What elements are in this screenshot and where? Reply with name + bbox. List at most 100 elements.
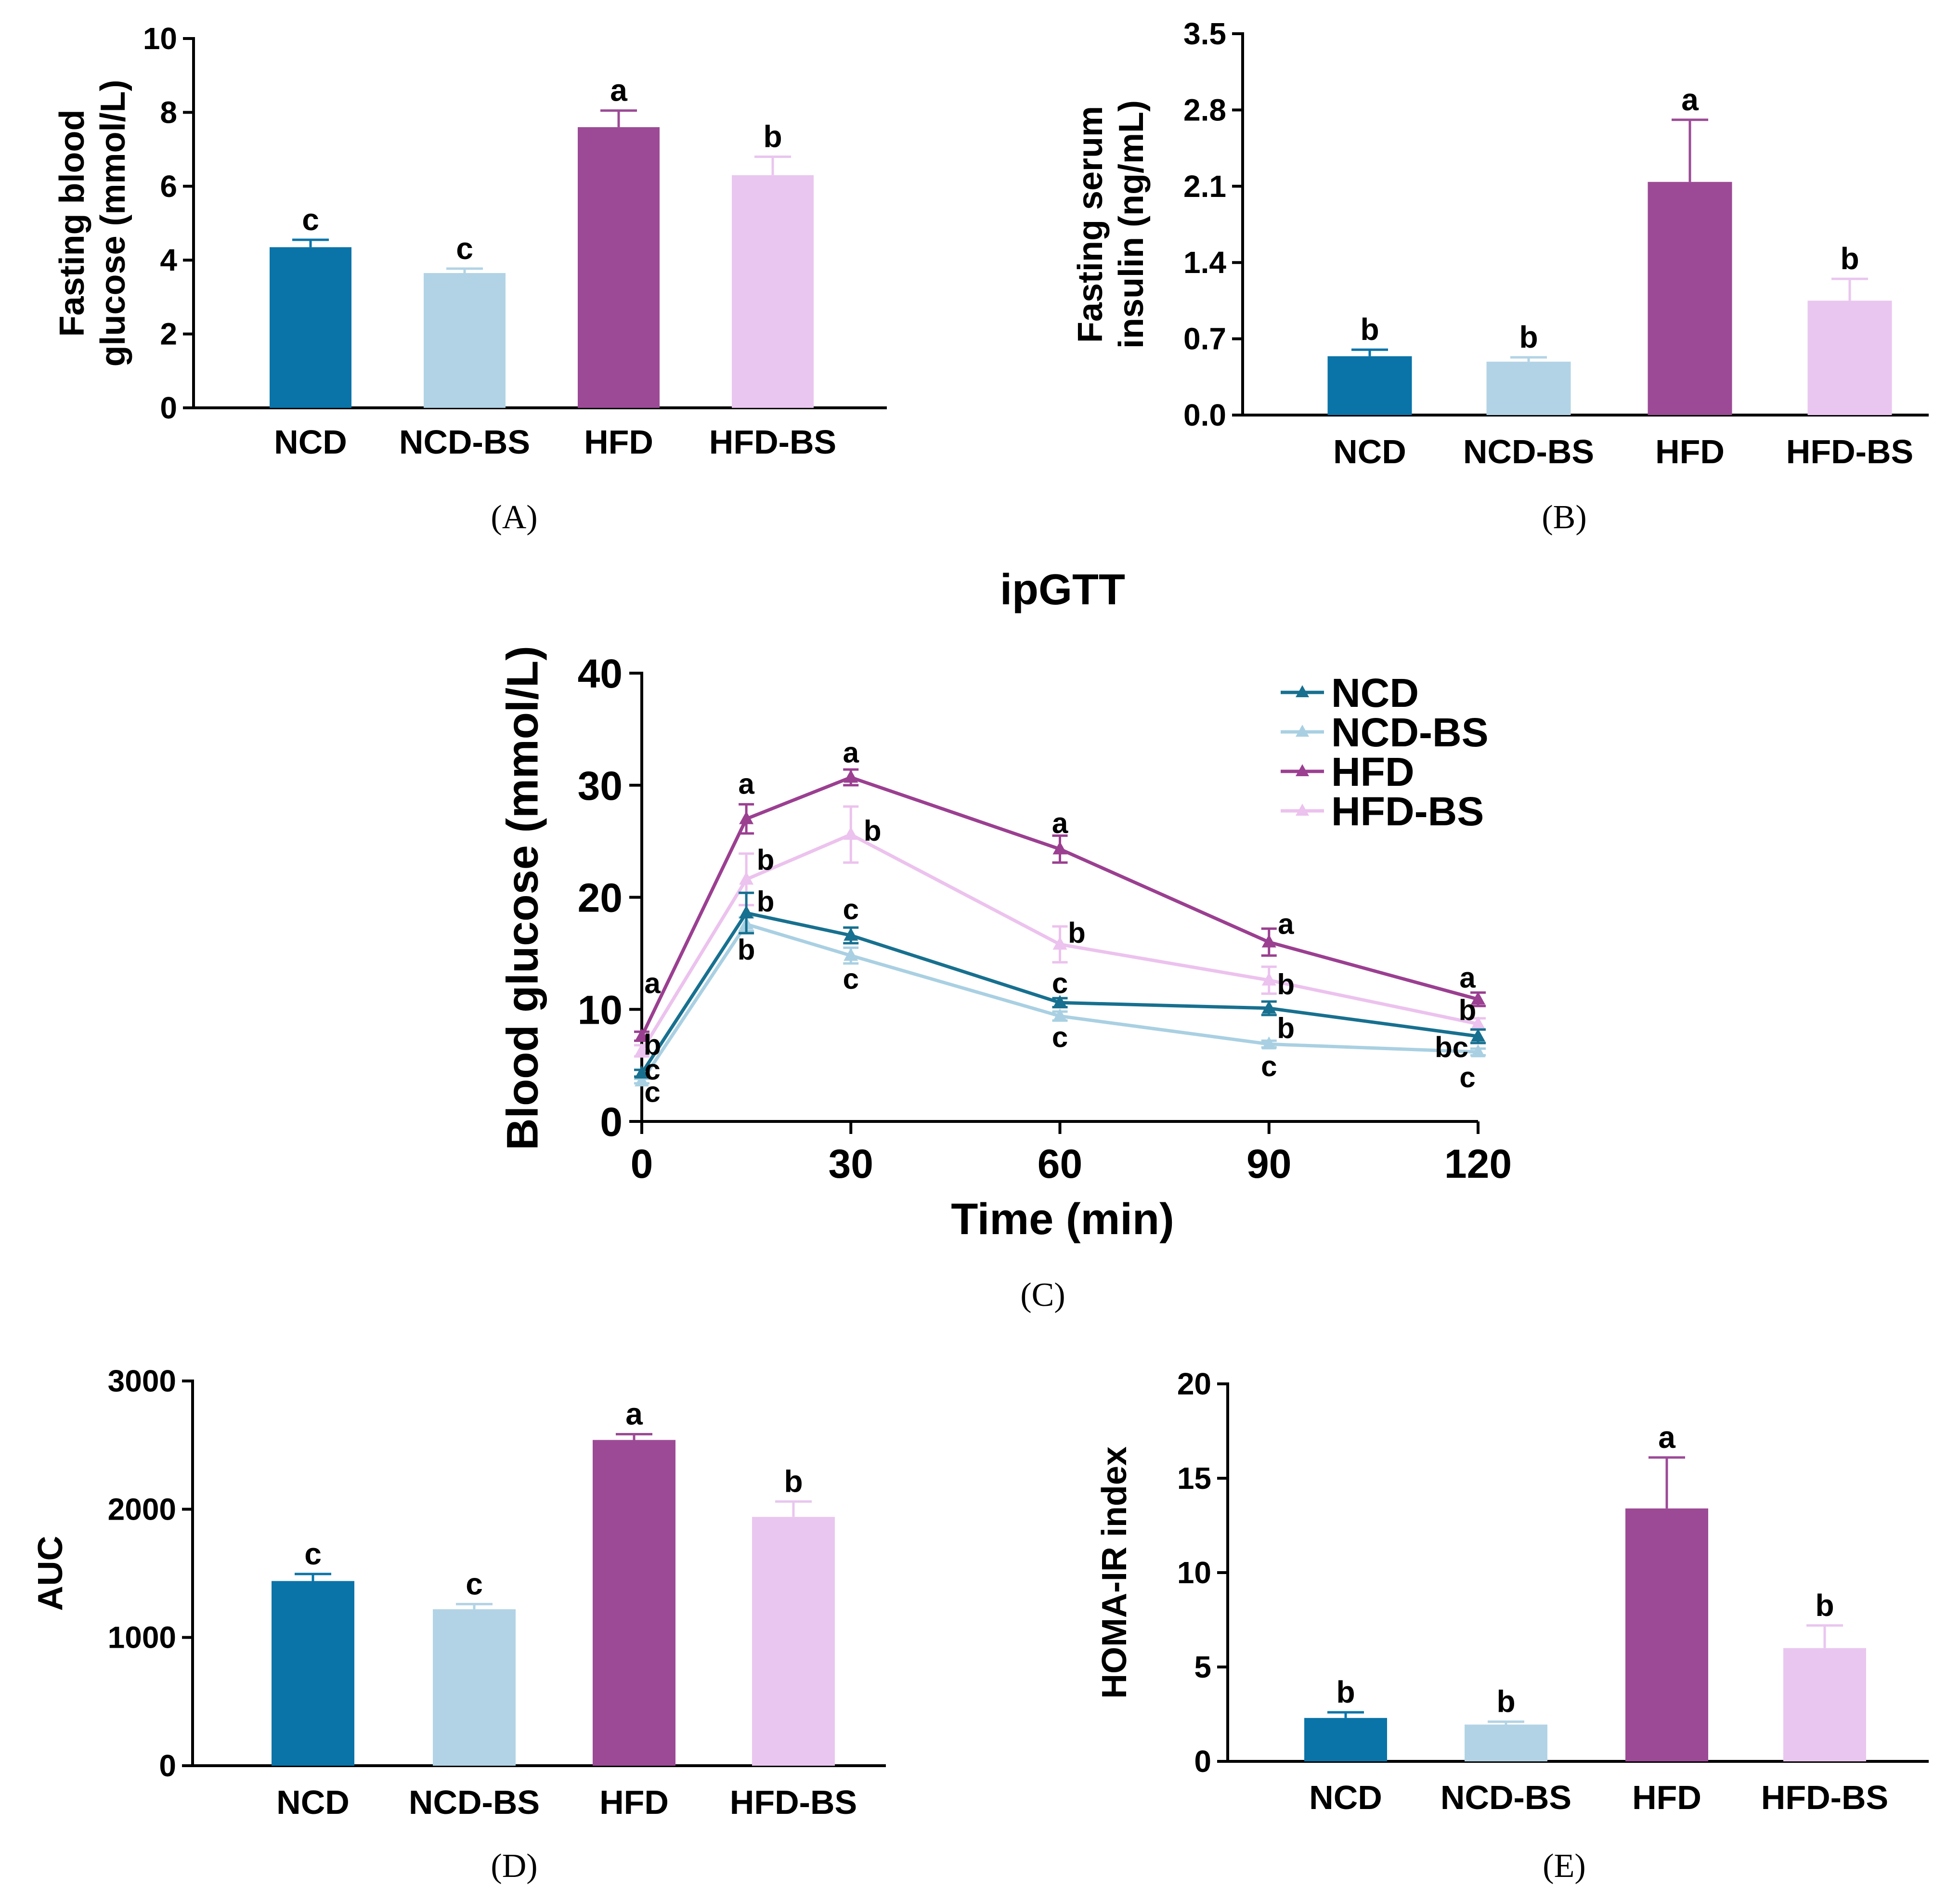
legend-marker — [1296, 685, 1309, 697]
y-tick-label: 2 — [160, 317, 177, 352]
significance-label: b — [1840, 241, 1859, 276]
y-tick-label: 30 — [578, 763, 623, 808]
x-tick-label: 60 — [1038, 1141, 1082, 1186]
x-axis-label: Time (min) — [951, 1195, 1174, 1244]
y-tick-label: 10 — [1177, 1555, 1211, 1590]
y-tick-label: 1000 — [108, 1620, 176, 1655]
y-tick-label: 15 — [1177, 1461, 1211, 1496]
significance-label: a — [1278, 908, 1294, 940]
data-point-ncd-bs — [1471, 1044, 1485, 1057]
y-tick-label: 0 — [159, 1748, 176, 1783]
x-tick-label: 90 — [1246, 1141, 1291, 1186]
legend-marker — [1296, 764, 1309, 776]
panel-label: (D) — [491, 1848, 537, 1885]
data-point-hfd-bs — [739, 872, 754, 885]
data-point-hfd — [1471, 991, 1485, 1005]
data-point-ncd-bs — [844, 948, 858, 961]
y-tick-label: 20 — [578, 875, 623, 921]
significance-label: b — [864, 815, 882, 847]
category-label: NCD-BS — [1463, 433, 1594, 470]
data-point-hfd-bs — [1261, 972, 1276, 986]
bar-hfd-bs — [732, 175, 814, 408]
data-point-hfd-bs — [844, 827, 858, 840]
significance-label: c — [302, 202, 319, 237]
significance-label: b — [757, 844, 775, 876]
x-tick-label: 120 — [1444, 1141, 1512, 1186]
y-tick-label: 40 — [578, 651, 623, 696]
y-tick-label: 0.7 — [1183, 322, 1226, 356]
panel-label: (C) — [1020, 1276, 1065, 1314]
y-tick-label: 10 — [578, 987, 623, 1032]
data-point-ncd-bs — [635, 1073, 649, 1087]
category-label: NCD — [1309, 1779, 1382, 1816]
bar-ncd-bs — [1486, 362, 1571, 415]
data-point-hfd — [1261, 934, 1276, 948]
significance-label: b — [1360, 312, 1379, 347]
data-point-hfd — [635, 1029, 649, 1042]
category-label: HFD — [599, 1784, 669, 1821]
bar-hfd-bs — [1807, 300, 1892, 415]
y-tick-label: 4 — [160, 243, 177, 277]
category-label: NCD — [274, 423, 347, 461]
data-point-hfd-bs — [1471, 1016, 1485, 1029]
bar-hfd — [593, 1440, 675, 1766]
panel-label: (A) — [491, 499, 537, 536]
data-point-ncd — [844, 927, 858, 941]
significance-label: a — [1681, 82, 1699, 117]
y-tick-label: 8 — [160, 95, 177, 130]
y-tick-label: 0 — [1194, 1744, 1211, 1779]
category-label: HFD-BS — [709, 423, 836, 461]
significance-label: b — [757, 885, 775, 918]
significance-label: c — [304, 1536, 322, 1571]
significance-label: b — [1277, 968, 1295, 1001]
category-label: HFD — [1632, 1779, 1701, 1816]
category-label: NCD-BS — [1441, 1779, 1571, 1816]
significance-label: c — [466, 1566, 483, 1601]
significance-label: a — [738, 768, 754, 800]
category-label: HFD — [1655, 433, 1725, 470]
significance-label: b — [644, 1029, 662, 1061]
y-tick-label: 1.4 — [1183, 245, 1226, 280]
legend-marker — [1296, 725, 1309, 737]
series-line-hfd-bs — [640, 833, 1479, 1052]
y-tick-label: 2.8 — [1183, 92, 1226, 127]
significance-label: c — [644, 1076, 660, 1108]
category-label: NCD — [276, 1784, 350, 1821]
panel-label: (B) — [1542, 499, 1586, 536]
y-axis-label: Fasting blood — [53, 110, 91, 337]
legend-marker — [1296, 804, 1309, 816]
category-label: NCD — [1333, 433, 1406, 470]
y-tick-label: 3.5 — [1183, 16, 1226, 51]
data-point-ncd — [739, 905, 754, 919]
data-point-hfd-bs — [1052, 937, 1067, 950]
significance-label: b — [1336, 1675, 1355, 1709]
significance-label: c — [843, 963, 859, 995]
series-line-ncd-bs — [640, 922, 1479, 1082]
data-point-hfd-bs — [635, 1043, 649, 1056]
y-axis-label: insulin (ng/mL) — [1112, 100, 1151, 349]
series-line-ncd — [640, 911, 1479, 1074]
y-axis-label: glucose (mmol/L) — [94, 79, 132, 366]
significance-label: a — [1459, 962, 1476, 994]
significance-label: b — [763, 119, 782, 154]
significance-label: b — [738, 934, 755, 966]
significance-label: c — [456, 231, 473, 266]
significance-label: c — [1459, 1061, 1475, 1094]
significance-label: c — [1052, 967, 1068, 1000]
y-tick-label: 3000 — [108, 1364, 176, 1398]
x-tick-label: 30 — [829, 1141, 873, 1186]
data-point-ncd — [1471, 1029, 1485, 1042]
data-point-hfd — [739, 811, 754, 824]
bar-hfd-bs — [1783, 1648, 1866, 1761]
significance-label: c — [1052, 1021, 1068, 1053]
legend-label: NCD-BS — [1331, 710, 1489, 755]
y-tick-label: 5 — [1194, 1650, 1211, 1684]
bar-ncd — [1327, 356, 1412, 415]
category-label: NCD-BS — [409, 1784, 540, 1821]
significance-label: c — [644, 1054, 660, 1086]
legend-label: NCD — [1331, 670, 1419, 716]
category-label: HFD-BS — [1786, 433, 1913, 470]
y-axis-label: Fasting serum — [1071, 106, 1110, 343]
significance-label: b — [1815, 1588, 1834, 1623]
bar-ncd — [1304, 1718, 1387, 1761]
